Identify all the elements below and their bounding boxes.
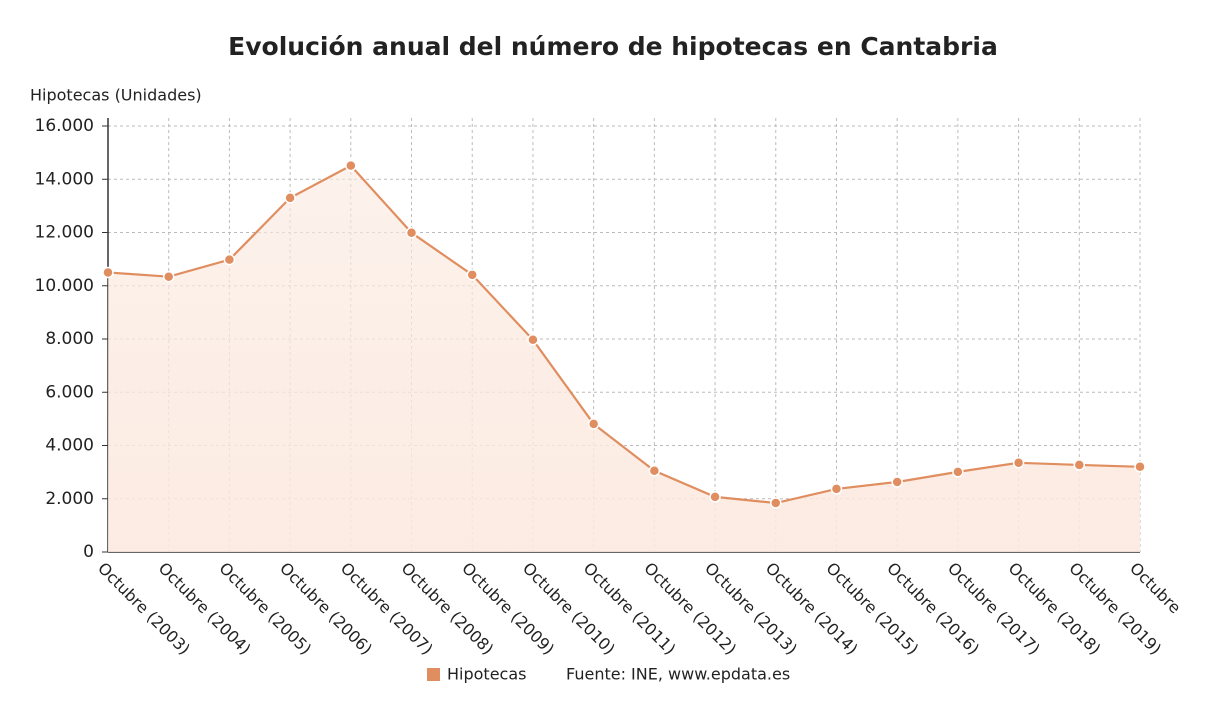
y-tick-label: 2.000 (45, 489, 94, 509)
x-tick-label: Octubre (1126, 559, 1185, 618)
legend-swatch (427, 668, 440, 681)
point (1012, 457, 1025, 469)
point (709, 491, 721, 503)
chart-title: Evolución anual del número de hipotecas … (228, 32, 998, 61)
y-tick-label: 16.000 (35, 116, 94, 136)
y-tick-label: 8.000 (45, 329, 94, 349)
point (1073, 459, 1086, 471)
legend: Hipotecas (427, 665, 526, 684)
point (1134, 461, 1146, 473)
y-tick-label: 6.000 (45, 382, 94, 402)
point (830, 483, 843, 495)
point (952, 466, 964, 478)
area (108, 165, 1140, 552)
point (102, 266, 114, 279)
point (284, 192, 296, 204)
point (587, 418, 600, 430)
point (648, 465, 661, 477)
point (345, 159, 357, 172)
source: Fuente: INE, www.epdata.es (566, 665, 790, 684)
y-tick-label: 14.000 (35, 169, 94, 189)
y-tick-label: 10.000 (35, 276, 94, 296)
point (891, 476, 903, 488)
point (405, 227, 418, 239)
y-tick-label: 12.000 (35, 223, 94, 243)
point (223, 253, 236, 266)
y-tick-label: 0 (83, 542, 94, 562)
point (162, 270, 175, 283)
point (466, 269, 478, 281)
line (107, 164, 1141, 505)
y-tick-label: 4.000 (45, 436, 94, 456)
point (527, 334, 539, 346)
point (770, 497, 782, 509)
y-axis-label: Hipotecas (Unidades) (30, 86, 202, 105)
legend-label: Hipotecas (447, 665, 526, 684)
